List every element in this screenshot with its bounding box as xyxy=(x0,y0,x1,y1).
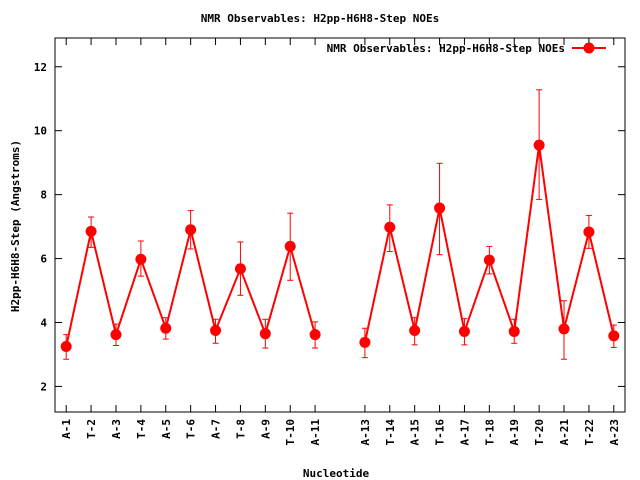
data-point xyxy=(533,139,545,151)
data-point xyxy=(234,263,246,275)
y-tick-label: 4 xyxy=(40,316,47,329)
x-tick-label: T-10 xyxy=(284,419,297,446)
data-point xyxy=(259,328,271,340)
x-tick-label: A-3 xyxy=(110,419,123,439)
data-point xyxy=(359,336,371,348)
data-point xyxy=(185,224,197,236)
data-point xyxy=(583,226,595,238)
x-tick-label: T-20 xyxy=(533,419,546,446)
x-tick-label: A-11 xyxy=(309,419,322,446)
x-tick-label: A-13 xyxy=(359,419,372,446)
x-tick-label: A-15 xyxy=(409,419,422,446)
data-point xyxy=(508,325,520,337)
data-point xyxy=(434,202,446,214)
chart-title: NMR Observables: H2pp-H6H8-Step NOEs xyxy=(201,12,439,25)
data-point xyxy=(409,324,421,336)
legend: NMR Observables: H2pp-H6H8-Step NOEs xyxy=(327,42,606,55)
data-point xyxy=(284,240,296,252)
y-tick-label: 2 xyxy=(40,380,47,393)
data-point xyxy=(558,323,570,335)
x-tick-label: T-6 xyxy=(185,419,198,439)
x-tick-label: A-19 xyxy=(508,419,521,446)
y-tick-label: 10 xyxy=(34,125,47,138)
x-tick-label: T-16 xyxy=(434,419,447,446)
x-tick-label: T-22 xyxy=(583,419,596,446)
data-point xyxy=(483,254,495,266)
series-line xyxy=(363,144,615,343)
y-tick-label: 6 xyxy=(40,253,47,266)
series-layer xyxy=(60,89,620,360)
legend-marker xyxy=(583,42,595,54)
x-axis: A-1 T-2 A-3 T-4 A-5 T-6 A-7 T-8 A-9 T-10 A-11 A-13 T… xyxy=(60,38,621,446)
data-point xyxy=(309,329,321,341)
data-point xyxy=(60,340,72,352)
data-point xyxy=(160,322,172,334)
data-point xyxy=(85,225,97,237)
x-tick-label: A-21 xyxy=(558,419,571,446)
data-point xyxy=(608,330,620,342)
data-point xyxy=(210,324,222,336)
data-point xyxy=(110,329,122,341)
x-tick-label: T-14 xyxy=(384,419,397,446)
x-tick-label: A-7 xyxy=(210,419,223,439)
x-tick-label: A-1 xyxy=(60,419,73,439)
y-tick-label: 12 xyxy=(34,61,47,74)
x-tick-label: T-8 xyxy=(234,419,247,439)
legend-label: NMR Observables: H2pp-H6H8-Step NOEs xyxy=(327,42,565,55)
plot-frame xyxy=(54,37,626,413)
x-tick-label: A-5 xyxy=(160,419,173,439)
x-tick-label: A-23 xyxy=(608,419,621,446)
y-tick-label: 8 xyxy=(40,189,47,202)
x-tick-label: T-2 xyxy=(85,419,98,439)
x-axis-label: Nucleotide xyxy=(303,467,370,480)
data-point xyxy=(384,221,396,233)
x-tick-label: A-9 xyxy=(259,419,272,439)
x-tick-label: A-17 xyxy=(458,419,471,446)
y-axis-label: H2pp-H6H8-Step (Angstroms) xyxy=(9,140,22,312)
data-point xyxy=(458,325,470,337)
x-tick-label: T-18 xyxy=(483,419,496,446)
data-point xyxy=(135,253,147,265)
y-axis: 2 4 6 8 10 12 xyxy=(34,61,625,393)
x-tick-label: T-4 xyxy=(135,419,148,439)
